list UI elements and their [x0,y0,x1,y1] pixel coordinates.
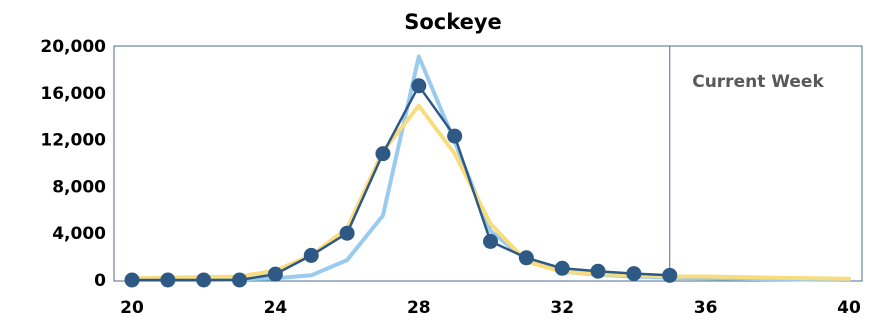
x-tick-label: 40 [837,298,861,318]
x-axis: 20 24 28 32 36 40 [120,298,861,318]
data-point [554,260,570,276]
data-point [375,146,391,162]
current-week-marker: Current Week [669,46,824,281]
data-point [447,128,463,144]
x-tick-label: 20 [120,298,144,318]
y-tick-label: 0 [94,271,106,291]
data-point [267,266,283,282]
y-tick-label: 4,000 [52,224,106,244]
data-point [483,233,498,249]
x-tick-label: 36 [694,298,718,318]
current-week-label: Current Week [692,72,824,92]
y-tick-label: 20,000 [40,37,106,57]
x-tick-label: 24 [264,298,288,318]
data-point [232,272,248,288]
data-point [303,247,319,263]
y-tick-label: 12,000 [40,131,106,151]
x-tick-label: 28 [407,298,431,318]
data-point [124,272,140,288]
x-tick-label: 32 [550,298,574,318]
data-point [590,263,606,279]
y-tick-label: 16,000 [40,84,106,104]
plot-area-border [113,45,863,282]
data-point [662,267,678,283]
data-point [518,250,534,266]
series-line-3 [130,84,672,282]
data-point [411,78,427,94]
series-group [124,54,851,288]
y-axis: 0 4,000 8,000 12,000 16,000 20,000 [40,37,106,291]
chart-title: Sockeye [404,10,502,34]
data-point [160,272,176,288]
y-tick-label: 8,000 [52,177,106,197]
data-point [339,225,355,241]
series-line-2 [130,103,851,281]
data-point [196,272,212,288]
data-point [626,266,642,282]
